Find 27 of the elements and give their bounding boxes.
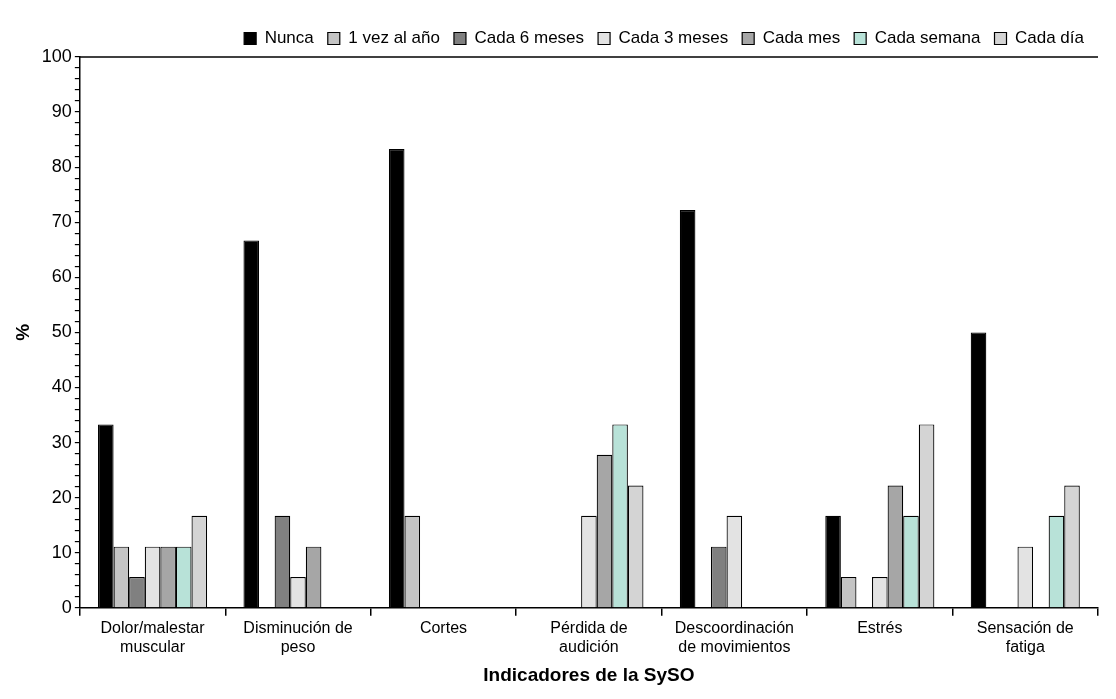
y-tick-label: 0	[61, 596, 72, 617]
y-tick-label: 20	[51, 486, 72, 507]
legend-label: Cada 3 meses	[618, 28, 729, 48]
y-tick-label: 50	[51, 321, 72, 342]
legend-label: Cada semana	[874, 28, 982, 48]
y-tick-label: 10	[51, 541, 72, 562]
y-tick-label: 30	[51, 431, 72, 452]
x-tick-label: Dolor/malestar muscular	[100, 618, 206, 656]
x-axis-title: Indicadores de la SySO	[483, 663, 695, 685]
legend-label: Cada mes	[762, 28, 841, 48]
legend-label: Cada día	[1015, 28, 1085, 48]
x-tick-label: Cortes	[419, 618, 468, 636]
legend-label: Cada 6 meses	[474, 28, 585, 48]
legend-label: 1 vez al año	[348, 28, 440, 48]
x-tick-label: Estrés	[857, 618, 903, 636]
legend-label: Nunca	[264, 28, 315, 48]
y-tick-label: 100	[41, 45, 72, 66]
x-tick-label: Disminución de peso	[243, 618, 353, 656]
y-tick-label: 60	[51, 266, 72, 287]
x-tick-label: Sensación de fatiga	[976, 618, 1074, 656]
y-tick-label: 80	[51, 156, 72, 177]
x-tick-label: Descoordinación de movimientos	[674, 618, 794, 656]
y-tick-label: 70	[51, 211, 72, 232]
y-tick-label: 40	[51, 376, 72, 397]
y-tick-label: 90	[51, 101, 72, 122]
y-axis-title: %	[11, 323, 33, 341]
x-tick-label: Pérdida de audición	[550, 618, 628, 656]
